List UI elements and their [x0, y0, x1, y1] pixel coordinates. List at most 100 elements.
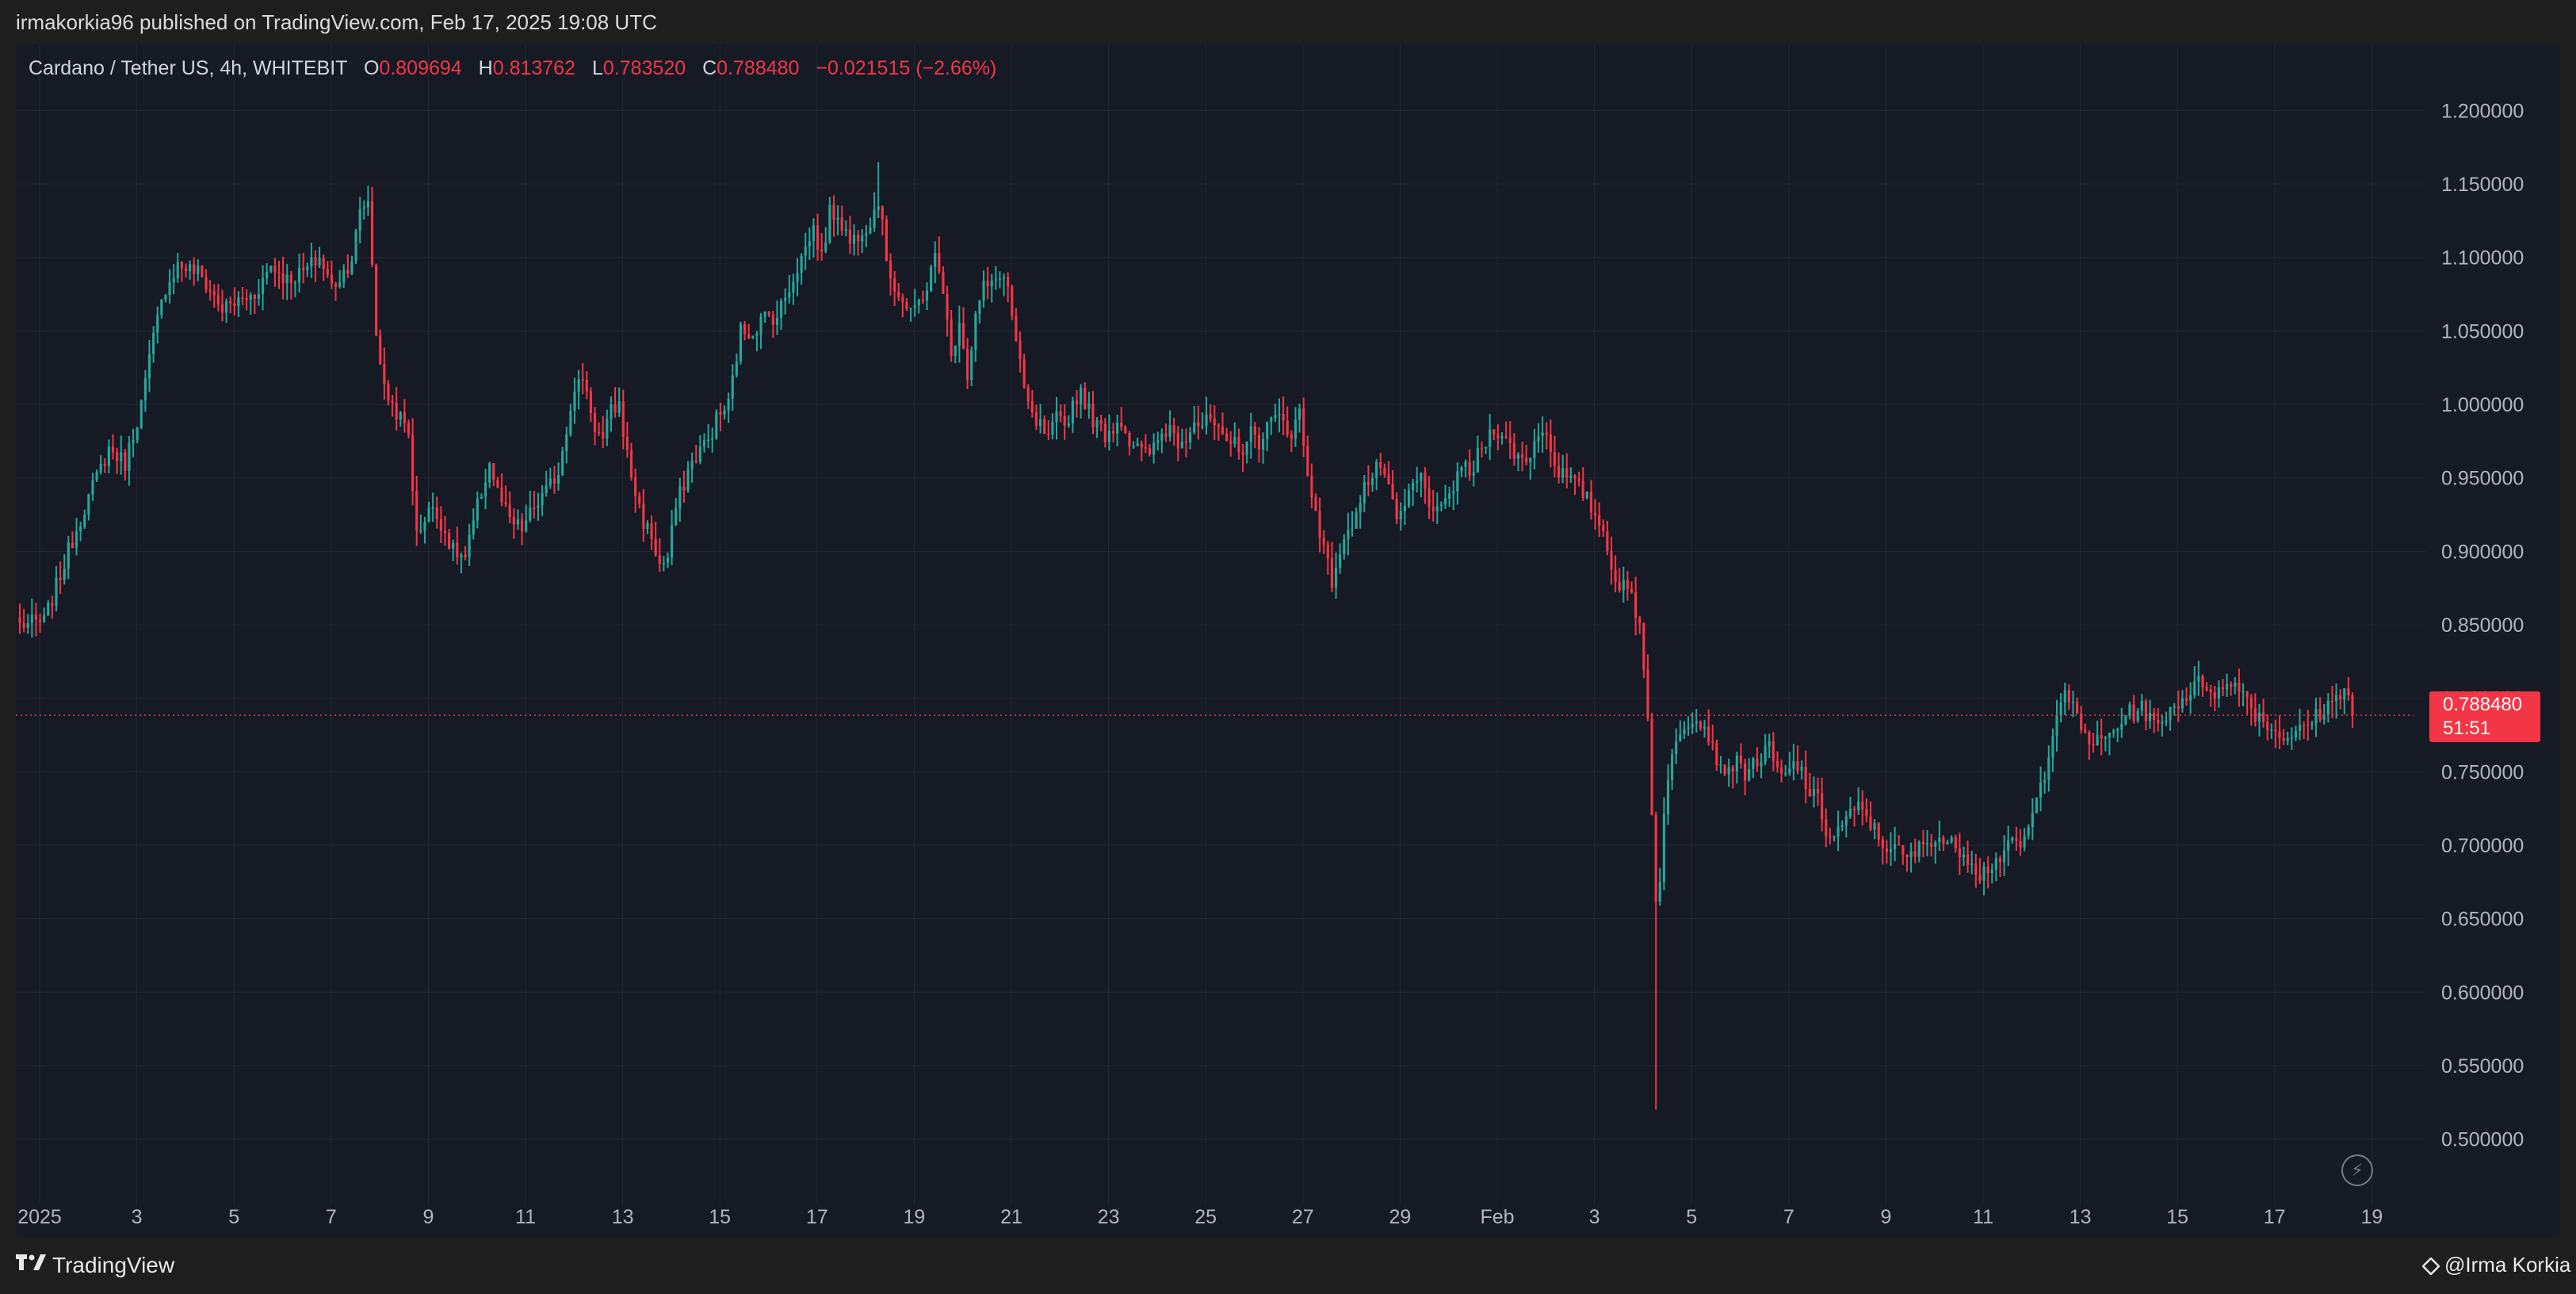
last-price-tag: 0.788480 51:51	[2429, 691, 2540, 742]
candle-body	[1099, 420, 1103, 424]
high-value: 0.813762	[492, 57, 575, 79]
candle-body	[828, 205, 831, 243]
candle-body	[1602, 525, 1605, 532]
candle-body	[735, 361, 738, 376]
candle-body	[1666, 779, 1670, 814]
author-name[interactable]: @Irma Korkia	[2444, 1253, 2571, 1277]
candle-body	[1071, 400, 1075, 424]
candle-body	[1435, 505, 1439, 511]
candle-body	[1829, 836, 1832, 838]
candle-body	[779, 301, 783, 318]
candle-body	[1366, 482, 1370, 485]
candle-body	[1111, 431, 1115, 434]
candle-body	[1403, 505, 1406, 511]
candle-body	[1658, 882, 1661, 902]
candle-body	[1468, 461, 1471, 476]
candle-body	[285, 274, 289, 284]
candle-body	[2088, 732, 2091, 745]
candle-body	[197, 265, 200, 274]
candle-body	[176, 262, 179, 279]
chart-panel[interactable]: 1.200000 1.150000 1.100000 1.050000 1.000000…	[16, 44, 2560, 1237]
candle-body	[541, 492, 544, 506]
candle-body	[67, 542, 70, 569]
candle-body	[678, 486, 682, 508]
candle-body	[2161, 722, 2164, 724]
candle-body	[2209, 689, 2212, 692]
candle-body	[1209, 414, 1212, 419]
candle-body	[593, 412, 597, 432]
candle-body	[1022, 358, 1026, 388]
open-key: O	[363, 57, 380, 79]
candle-body	[233, 303, 236, 306]
candle-body	[2084, 729, 2087, 733]
candle-body	[1201, 426, 1204, 427]
candle-body	[861, 235, 864, 242]
candle-body	[1310, 476, 1313, 498]
x-tick-label: 7	[326, 1206, 337, 1228]
candle-body	[1784, 773, 1787, 775]
x-axis[interactable]: 2025 3 5 7 9 11 13 15 17 19 21 23 25 27 29 Feb 3 5 7 9 11 13 1…	[17, 1206, 2383, 1228]
candle-body	[662, 562, 665, 565]
candle-body	[448, 533, 451, 549]
x-tick-label: 5	[1686, 1206, 1697, 1228]
change-value: −0.021515 (−2.66%)	[816, 57, 997, 79]
candle-body	[2108, 733, 2112, 738]
candle-body	[812, 225, 816, 242]
candle-body	[1370, 477, 1374, 485]
candle-body	[366, 201, 369, 208]
candle-body	[318, 258, 321, 266]
candle-body	[1266, 422, 1269, 439]
candle-body	[2007, 840, 2010, 851]
candle-body	[1533, 441, 1536, 458]
candle-body	[2270, 729, 2273, 731]
candle-body	[59, 577, 62, 580]
candle-body	[529, 507, 532, 521]
symbol-title[interactable]: Cardano / Tether US, 4h, WHITEBIT	[29, 57, 348, 79]
candle-body	[140, 400, 143, 428]
candle-body	[1424, 473, 1427, 489]
candle-body	[548, 478, 552, 486]
candle-body	[1091, 404, 1095, 428]
candle-body	[1395, 499, 1398, 519]
x-tick-label: 13	[2070, 1206, 2092, 1228]
candle-body	[47, 603, 50, 616]
candle-body	[552, 478, 556, 484]
candle-body	[1051, 422, 1054, 435]
candle-body	[1537, 435, 1540, 442]
brand-name[interactable]: TradingView	[52, 1253, 175, 1277]
candle-body	[1618, 581, 1621, 591]
candle-body	[1055, 411, 1058, 423]
candle-body	[2294, 730, 2298, 737]
y-axis[interactable]: 1.200000 1.150000 1.100000 1.050000 1.000000…	[2441, 100, 2524, 1150]
candle-body	[2339, 695, 2342, 700]
candle-body	[1379, 461, 1382, 468]
candle-body	[330, 274, 334, 284]
candle-body	[520, 519, 524, 532]
candle-body	[1080, 388, 1083, 405]
close-value: 0.788480	[717, 57, 800, 79]
published-info: irmakorkia96 published on TradingView.co…	[16, 10, 657, 34]
candle-body	[1298, 408, 1301, 420]
candle-body	[480, 496, 483, 500]
candle-body	[1168, 425, 1171, 437]
candle-body	[143, 377, 147, 401]
candle-body	[464, 554, 467, 557]
candle-body	[792, 281, 795, 293]
candle-body	[1917, 842, 1921, 857]
price-chart[interactable]: 1.200000 1.150000 1.100000 1.050000 1.000000…	[16, 44, 2560, 1237]
candle-body	[1132, 446, 1135, 448]
candle-body	[1894, 844, 1897, 849]
candle-body	[921, 300, 924, 301]
candle-body	[1913, 851, 1917, 857]
grid-lines	[16, 44, 2425, 1205]
candle-body	[974, 313, 977, 350]
candle-body	[266, 271, 269, 278]
candle-body	[1756, 758, 1759, 767]
candle-body	[411, 435, 415, 492]
candle-body	[1189, 432, 1192, 442]
candle-body	[1614, 569, 1617, 582]
candle-body	[1180, 441, 1183, 449]
candle-body	[55, 577, 58, 607]
lightning-bolt-icon[interactable]: ⚡	[2341, 1154, 2373, 1186]
tradingview-logo-icon[interactable]	[16, 1254, 48, 1272]
